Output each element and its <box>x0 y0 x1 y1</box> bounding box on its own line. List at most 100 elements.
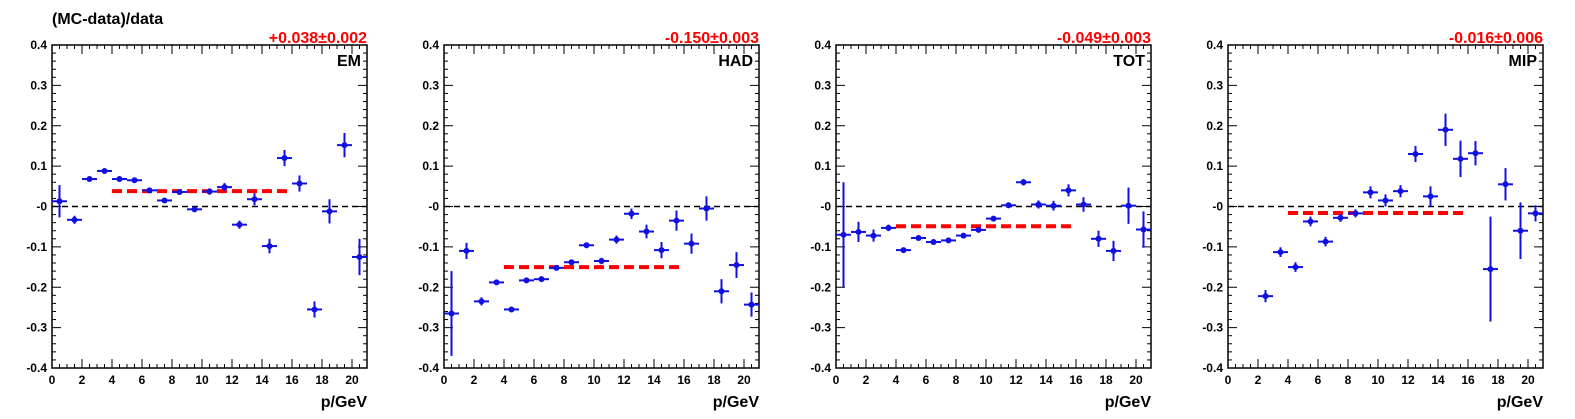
data-marker <box>1442 126 1449 133</box>
data-marker <box>206 188 213 195</box>
y-tick-label: -0.3 <box>810 321 831 335</box>
data-marker <box>523 277 530 284</box>
data-point <box>1468 141 1483 166</box>
data-point <box>881 224 896 232</box>
data-point <box>247 193 262 206</box>
data-marker <box>236 221 243 228</box>
y-tick-label: -0.1 <box>418 240 439 254</box>
data-marker <box>1307 218 1314 225</box>
data-marker <box>1080 201 1087 208</box>
data-point <box>1001 202 1016 209</box>
data-point <box>1513 202 1528 259</box>
data-marker <box>855 228 862 235</box>
data-marker <box>56 198 63 205</box>
y-tick-label: 0.2 <box>814 119 831 133</box>
data-marker <box>1005 202 1012 209</box>
panel-label: HAD <box>718 53 753 70</box>
data-point <box>1061 184 1076 197</box>
x-tick-label: 10 <box>1371 373 1385 387</box>
data-marker <box>1352 210 1359 217</box>
fit-label: +0.038±0.002 <box>269 30 367 47</box>
y-tick-label: 0.4 <box>422 38 439 52</box>
data-marker <box>628 210 635 217</box>
data-point <box>941 237 956 244</box>
y-tick-label: 0.1 <box>814 159 831 173</box>
data-marker <box>146 187 153 194</box>
data-marker <box>1502 181 1509 188</box>
x-tick-label: 18 <box>315 373 329 387</box>
x-tick-label: 14 <box>647 373 661 387</box>
panel-tot: 0 2 4 6 8 10 12 14 16 18 20 -0.4 -0.3 -0.2 -0.1 -0 0.1 0.… <box>810 30 1152 411</box>
data-marker <box>86 176 93 183</box>
y-tick-label: 0.3 <box>1206 78 1223 92</box>
data-point <box>744 292 759 317</box>
x-tick-label: 10 <box>979 373 993 387</box>
data-marker <box>448 310 455 317</box>
data-point <box>1483 216 1498 322</box>
y-tick-label: -0.1 <box>810 240 831 254</box>
y-tick-label: -0 <box>36 200 47 214</box>
x-tick-label: 10 <box>195 373 209 387</box>
panel-label: TOT <box>1113 53 1145 70</box>
x-tick-label: 18 <box>707 373 721 387</box>
x-tick-label: 16 <box>677 373 691 387</box>
data-marker <box>915 234 922 241</box>
data-point <box>112 176 127 183</box>
y-tick-label: 0.2 <box>1206 119 1223 133</box>
data-point <box>67 215 82 224</box>
y-tick-label: 0.3 <box>30 78 47 92</box>
data-point <box>534 276 549 283</box>
data-marker <box>1140 226 1147 233</box>
data-point <box>1031 200 1046 209</box>
data-marker <box>176 188 183 195</box>
data-point <box>277 149 292 167</box>
x-tick-label: 4 <box>109 373 116 387</box>
data-marker <box>718 288 725 295</box>
data-marker <box>990 215 997 222</box>
data-point <box>202 188 217 195</box>
data-marker <box>356 253 363 260</box>
x-tick-label: 6 <box>1315 373 1322 387</box>
data-point <box>896 247 911 254</box>
data-marker <box>568 259 575 266</box>
x-axis-title: p/GeV <box>321 394 368 411</box>
data-point <box>579 242 594 249</box>
fit-label: -0.016±0.006 <box>1449 30 1543 47</box>
data-marker <box>101 167 108 174</box>
data-point <box>217 183 232 192</box>
data-marker <box>703 205 710 212</box>
data-point <box>82 176 97 183</box>
data-point <box>1378 194 1393 207</box>
panel-em: 0 2 4 6 8 10 12 14 16 18 20 -0.4 -0.3 -0.2 -0.1 -0 0.1 0.… <box>26 30 368 411</box>
data-marker <box>1277 249 1284 256</box>
y-tick-label: -0.2 <box>418 280 439 294</box>
fit-label: -0.049±0.003 <box>1057 30 1151 47</box>
data-point <box>1363 186 1378 199</box>
data-marker <box>1125 202 1132 209</box>
data-point <box>654 242 669 259</box>
data-point <box>564 259 579 266</box>
data-point <box>474 297 489 306</box>
data-point <box>1498 168 1513 201</box>
x-tick-label: 14 <box>255 373 269 387</box>
x-tick-label: 4 <box>1285 373 1292 387</box>
x-tick-label: 20 <box>737 373 751 387</box>
data-point <box>926 239 941 246</box>
x-tick-label: 16 <box>1069 373 1083 387</box>
plot-frame <box>835 44 1152 369</box>
x-tick-label: 18 <box>1491 373 1505 387</box>
data-point <box>142 187 157 194</box>
data-point <box>594 257 609 265</box>
x-tick-label: 0 <box>49 373 56 387</box>
x-tick-label: 2 <box>471 373 478 387</box>
data-marker <box>71 216 78 223</box>
data-point <box>444 271 459 356</box>
data-point <box>1438 113 1453 146</box>
data-marker <box>1427 193 1434 200</box>
data-marker <box>1292 264 1299 271</box>
data-marker <box>1262 293 1269 300</box>
data-marker <box>643 228 650 235</box>
data-marker <box>1487 266 1494 273</box>
data-point <box>836 182 851 288</box>
data-marker <box>1095 235 1102 242</box>
